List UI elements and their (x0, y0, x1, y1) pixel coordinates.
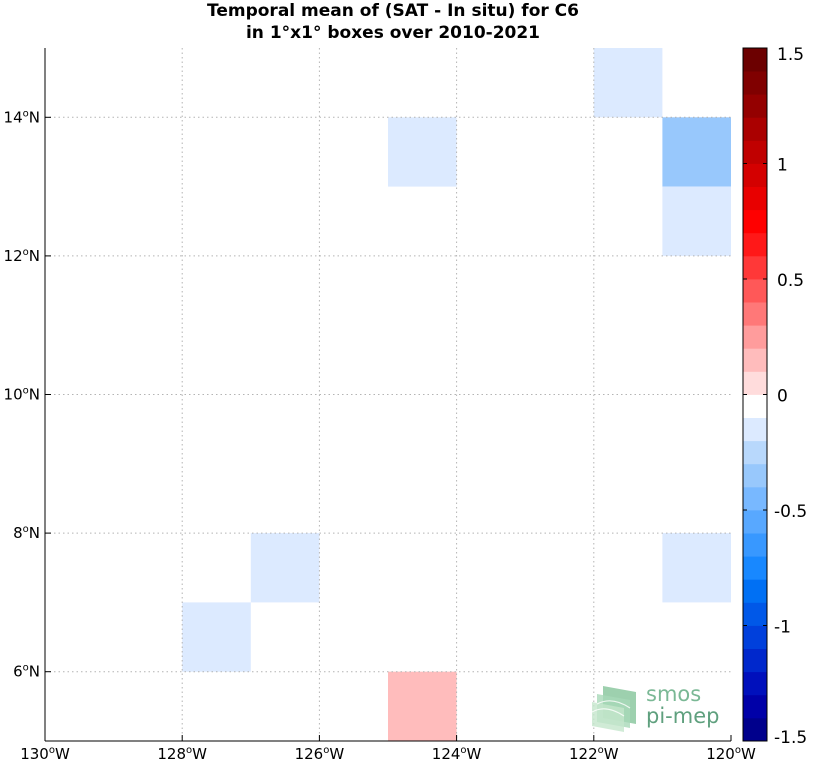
colorbar-segment (743, 440, 767, 465)
chart-title-line-2: in 1°x1° boxes over 2010-2021 (246, 23, 540, 43)
map-plot-area: 130oW 128oW 126oW 124oW 122oW 120oW 6oN 8oN 10oN… (4, 48, 756, 763)
colorbar-segment (743, 48, 767, 72)
y-tick-label: 8oN (13, 524, 40, 542)
colorbar-segment (743, 648, 767, 673)
colorbar-segment (743, 140, 767, 164)
colorbar-segment (743, 671, 767, 696)
colorbar-segment (743, 510, 767, 534)
colorbar-tick-label: -1 (774, 618, 791, 638)
x-tick-label: 120oW (706, 745, 756, 763)
colorbar-segment (743, 463, 767, 488)
y-tick-label: 10oN (4, 386, 40, 404)
colorbar-segment (743, 163, 767, 187)
colorbar-segment (743, 417, 767, 442)
colorbar-segment (743, 625, 767, 649)
colorbar-tick-label: -0.5 (774, 502, 807, 522)
colorbar-segment (743, 348, 767, 372)
y-tick-label: 6oN (13, 663, 40, 681)
colorbar-segment (743, 371, 767, 395)
colorbar-segment (743, 186, 767, 211)
colorbar-segment (743, 94, 767, 118)
x-tick-label: 126oW (295, 745, 345, 763)
colorbar-segment (743, 556, 767, 580)
colorbar-segment (743, 394, 767, 418)
colorbar-tick-label: -1.5 (774, 728, 807, 748)
chart-title-line-1: Temporal mean of (SAT - In situ) for C6 (207, 1, 579, 21)
heatmap-cell (388, 671, 457, 741)
colorbar-segment (743, 486, 767, 511)
colorbar-segment (743, 117, 767, 141)
colorbar-segment (743, 255, 767, 280)
colorbar-segment (743, 533, 767, 557)
colorbar-segment (743, 71, 767, 95)
heatmap-cell (662, 186, 731, 256)
logo-text-pi-mep: pi-mep (646, 704, 719, 728)
logo-emblem-icon (591, 686, 636, 732)
logo-text-smos: smos (646, 682, 701, 706)
colorbar-segment (743, 209, 767, 234)
colorbar-segment (743, 232, 767, 257)
colorbar: 1.5 1 0.5 0 -0.5 -1 -1.5 (742, 45, 807, 748)
colorbar-segment (743, 602, 767, 626)
colorbar-segment (743, 325, 767, 349)
smos-pi-mep-logo: smos pi-mep (591, 682, 719, 732)
x-tick-label: 130oW (20, 745, 70, 763)
heatmap-cell (250, 533, 320, 603)
colorbar-tick-label: 1 (777, 156, 788, 176)
heatmap-cell (662, 117, 731, 187)
colorbar-tick-label: 0 (777, 387, 788, 407)
colorbar-tick-label: 0.5 (777, 271, 804, 291)
y-tick-label: 14oN (4, 108, 40, 126)
colorbar-segment (743, 302, 767, 326)
heatmap-cell (182, 602, 251, 672)
x-tick-label: 128oW (157, 745, 207, 763)
colorbar-segment (743, 717, 767, 742)
heatmap-cell (593, 48, 663, 118)
y-tick-label: 12oN (4, 247, 40, 265)
heatmap-cell (662, 533, 731, 603)
x-tick-label: 124oW (432, 745, 482, 763)
colorbar-segment (743, 694, 767, 719)
colorbar-segment (743, 579, 767, 603)
colorbar-segment (743, 279, 767, 303)
heatmap-cell (388, 117, 457, 187)
x-tick-label: 122oW (569, 745, 619, 763)
colorbar-tick-label: 1.5 (777, 45, 804, 65)
